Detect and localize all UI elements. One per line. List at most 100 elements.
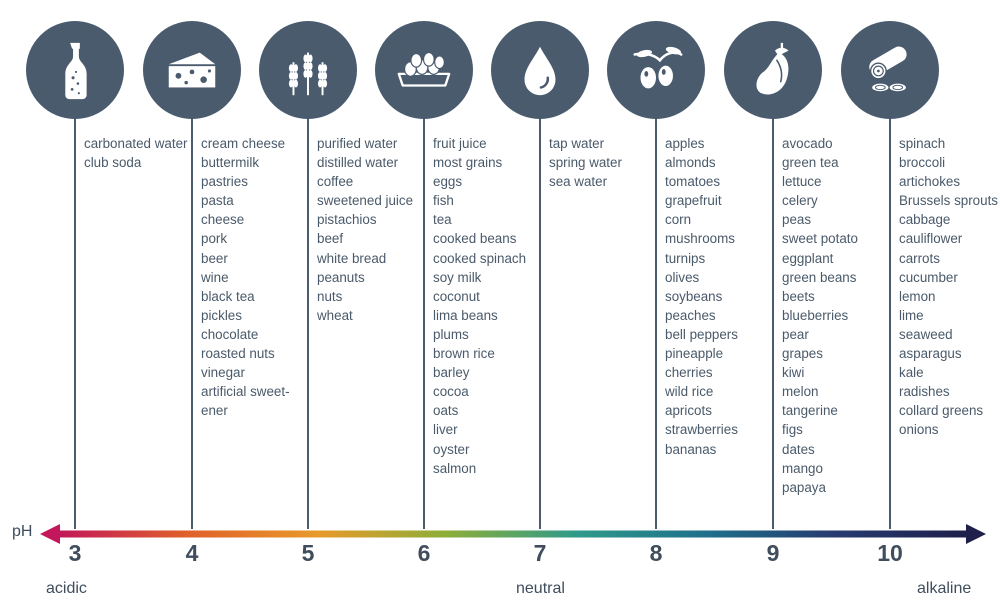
ph-value: 10 <box>877 540 903 566</box>
food-item: green tea <box>782 155 839 171</box>
food-item: green beans <box>782 269 857 285</box>
food-item: sweet potato <box>782 231 858 247</box>
food-item: roasted nuts <box>201 346 275 362</box>
scale-arrow-left-head <box>40 524 60 544</box>
food-list: avocado green tea lettuce celery peas sweet p… <box>782 134 858 497</box>
food-list: spinach broccoli artichokes Brussels sprout… <box>899 134 998 440</box>
food-item: turnips <box>665 250 706 266</box>
food-item: lima beans <box>433 307 498 323</box>
column-divider <box>307 118 309 529</box>
food-item: plums <box>433 326 469 342</box>
wheat-icon <box>288 52 328 96</box>
food-item: soybeans <box>665 288 723 304</box>
icon-badge <box>375 21 473 119</box>
ph-value: 7 <box>533 540 547 566</box>
ph-scale-arrow <box>40 524 986 544</box>
food-item: club soda <box>84 155 142 171</box>
ph-value: 8 <box>649 540 663 566</box>
food-item: dates <box>782 441 815 457</box>
column-divider <box>655 118 657 529</box>
food-item: eggs <box>433 174 463 190</box>
food-item: apricots <box>665 403 712 419</box>
food-item: almonds <box>665 155 716 171</box>
icon-badge <box>724 21 822 119</box>
food-item: beef <box>317 231 344 247</box>
ph-value: 9 <box>766 540 780 566</box>
icon-badge <box>841 21 939 119</box>
ph-value: 3 <box>68 540 82 566</box>
food-item: olives <box>665 269 700 285</box>
food-item: pistachios <box>317 212 377 228</box>
food-item: coconut <box>433 288 480 304</box>
food-item: peas <box>782 212 812 228</box>
food-item: bananas <box>665 441 717 457</box>
food-item: pork <box>201 231 228 247</box>
ph-column: spinach broccoli artichokes Brussels sprout… <box>832 0 998 616</box>
ph-value: 5 <box>301 540 315 566</box>
food-item: salmon <box>433 460 477 476</box>
food-item: pasta <box>201 193 234 209</box>
food-item: melon <box>782 384 819 400</box>
food-item: apples <box>665 136 705 151</box>
food-item: purified water <box>317 136 398 151</box>
food-item: kiwi <box>782 365 805 381</box>
food-list: apples almonds tomatoes grapefruit corn mushr… <box>665 134 738 459</box>
food-item: brown rice <box>433 346 495 362</box>
column-divider <box>74 118 76 529</box>
food-item: peaches <box>665 307 716 323</box>
column-divider <box>772 118 774 529</box>
food-item: cherries <box>665 365 713 381</box>
food-item: cucumber <box>899 269 958 285</box>
food-item: white bread <box>317 250 387 266</box>
food-item: cream cheese <box>201 136 286 151</box>
food-item: tap water <box>549 136 605 151</box>
food-item: asparagus <box>899 346 962 362</box>
food-item: onions <box>899 422 939 438</box>
food-item: wine <box>201 269 229 285</box>
food-item: sea water <box>549 174 608 190</box>
food-item: artificial sweet- <box>201 384 290 400</box>
food-item: bell peppers <box>665 326 738 342</box>
food-item: collard greens <box>899 403 984 419</box>
food-item: buttermilk <box>201 155 260 171</box>
food-list: fruit juice most grains eggs fish tea cooked … <box>433 134 526 478</box>
food-item: papaya <box>782 479 826 495</box>
food-item: nuts <box>317 288 343 304</box>
food-item: strawberries <box>665 422 738 438</box>
ph-column: carbonated water club soda 3 <box>17 0 187 616</box>
food-item: broccoli <box>899 155 946 171</box>
food-item: carbonated water <box>84 136 188 151</box>
food-item: soy milk <box>433 269 482 285</box>
food-list: purified water distilled water coffee sweet… <box>317 134 413 325</box>
food-item: pickles <box>201 307 242 323</box>
ph-value: 6 <box>417 540 431 566</box>
food-item: liver <box>433 422 458 438</box>
alkaline-label: alkaline <box>917 580 972 597</box>
ph-column: purified water distilled water coffee sweet… <box>250 0 413 616</box>
food-item: grapes <box>782 346 823 362</box>
food-item: black tea <box>201 288 255 304</box>
food-item: kale <box>899 365 924 381</box>
food-item: cooked beans <box>433 231 517 247</box>
food-item: Brussels sprouts <box>899 193 998 209</box>
food-item: mango <box>782 460 823 476</box>
ph-column: fruit juice most grains eggs fish tea cooked … <box>366 0 526 616</box>
food-item: ener <box>201 403 228 419</box>
food-item: spinach <box>899 136 946 151</box>
food-item: corn <box>665 212 692 228</box>
ph-axis-label: pH <box>12 523 33 540</box>
ph-column: avocado green tea lettuce celery peas sweet p… <box>715 0 858 616</box>
food-item: peanuts <box>317 269 365 285</box>
food-item: tea <box>433 212 452 228</box>
food-item: spring water <box>549 155 622 171</box>
food-list: cream cheese buttermilk pastries pasta chees… <box>201 134 290 420</box>
food-item: eggplant <box>782 250 834 266</box>
icon-badge <box>607 21 705 119</box>
cucumber-icon <box>869 46 908 93</box>
food-item: vinegar <box>201 365 245 381</box>
food-item: lemon <box>899 288 936 304</box>
food-item: wheat <box>317 307 353 323</box>
icon-badge <box>259 21 357 119</box>
eggs-icon <box>397 51 451 87</box>
